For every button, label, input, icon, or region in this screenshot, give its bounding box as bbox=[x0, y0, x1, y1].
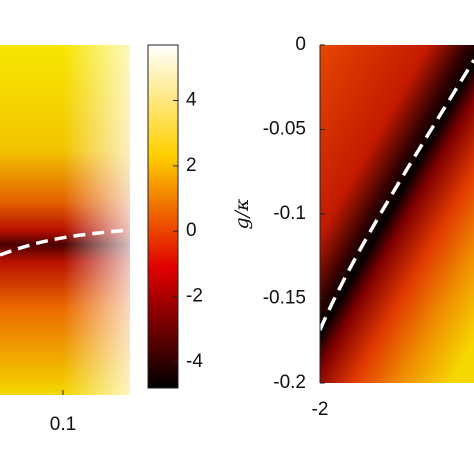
y-tick-label: 0 bbox=[295, 34, 306, 55]
x-tick-label: -2 bbox=[312, 399, 329, 420]
y-tick-label: 2 bbox=[186, 155, 197, 176]
colorbar bbox=[147, 44, 179, 389]
colorbar-gradient bbox=[147, 44, 179, 389]
y-tick-label: 0 bbox=[186, 220, 197, 241]
y-tick-label: -0.05 bbox=[263, 119, 306, 140]
right-panel: g/κ bbox=[231, 45, 474, 383]
heatmap bbox=[320, 45, 474, 383]
heatmap-shade bbox=[0, 45, 130, 395]
y-tick-label: 4 bbox=[186, 90, 197, 111]
left-panel bbox=[0, 45, 131, 395]
y-tick-label: -0.2 bbox=[273, 372, 306, 393]
x-tick-label: 0.1 bbox=[50, 414, 76, 435]
dashed-curve bbox=[0, 228, 131, 257]
dashed-curve bbox=[318, 59, 474, 331]
y-tick-label: -0.15 bbox=[263, 288, 306, 309]
y-axis-label: g/κ bbox=[231, 198, 253, 230]
y-tick-label: -2 bbox=[186, 286, 203, 307]
y-tick-label: -4 bbox=[186, 351, 203, 372]
y-tick-label: -0.1 bbox=[273, 203, 306, 224]
